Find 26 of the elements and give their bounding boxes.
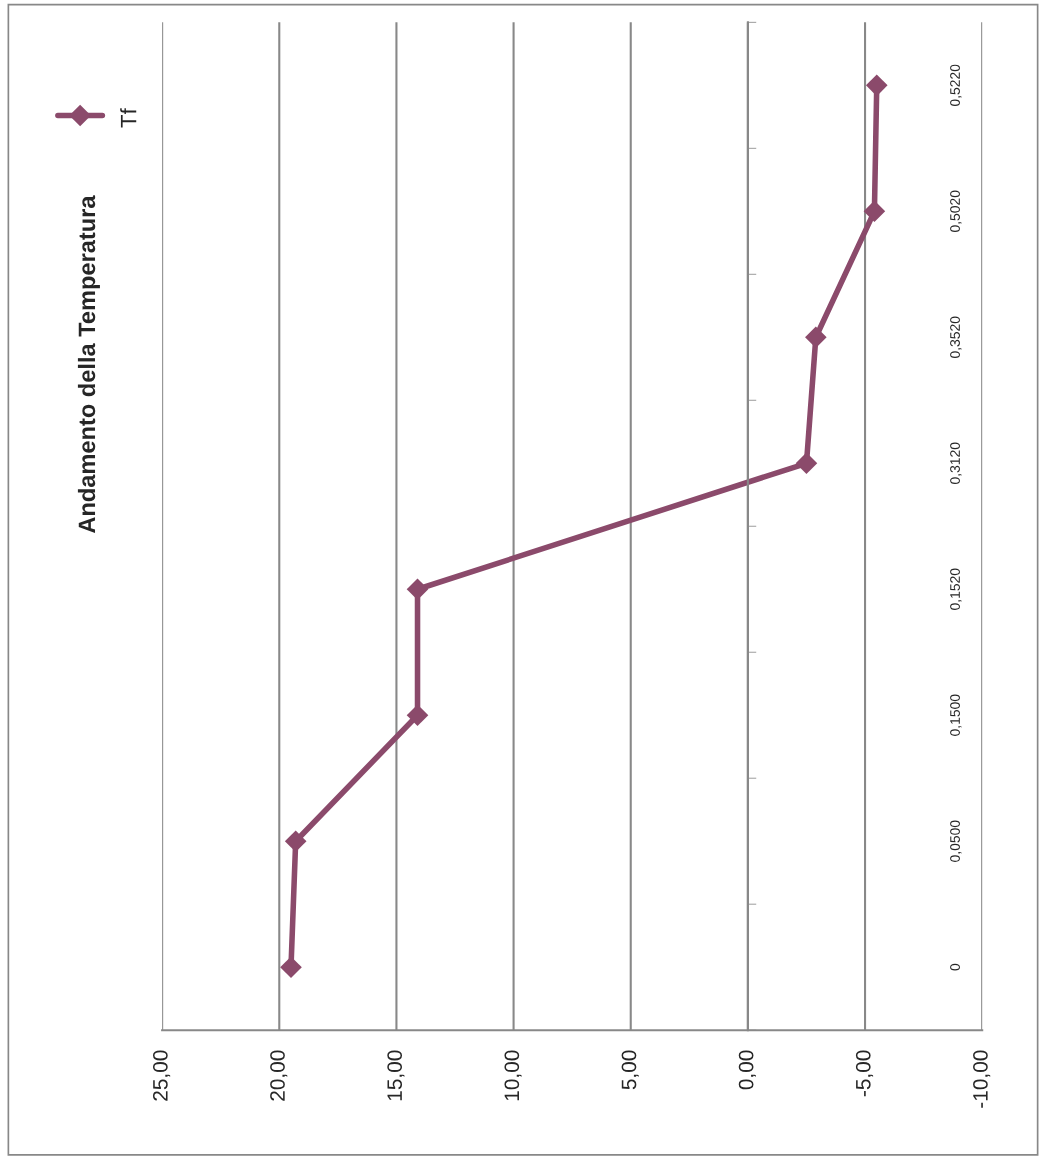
point <box>406 578 429 601</box>
x-tick-label: 20,00 <box>270 1050 288 1101</box>
x-tick-label: 25,00 <box>152 1050 171 1101</box>
y-tick-label: 0,3520 <box>950 316 962 358</box>
y-tick-label: 0,1500 <box>950 694 962 736</box>
x-tick-label: 0,00 <box>738 1050 756 1090</box>
x-tick-label: -10,00 <box>973 1050 991 1108</box>
legend-label: Tf <box>120 108 137 128</box>
y-tick-label: 0,1520 <box>950 568 962 610</box>
point <box>805 326 827 349</box>
point <box>280 956 302 978</box>
point <box>865 74 888 97</box>
y-tick-label: 0 <box>950 963 960 971</box>
y-tick-label: 0,0500 <box>950 820 962 862</box>
point <box>863 200 886 223</box>
y-tick-label: 0,5220 <box>950 64 962 107</box>
x-tick-label: -5,00 <box>855 1050 874 1097</box>
point <box>406 704 429 727</box>
text: Andamento della Temperatura <box>77 195 100 533</box>
y-tick-label: 0,3120 <box>950 442 962 484</box>
x-tick-label: 10,00 <box>504 1050 522 1101</box>
y-tick-label: 0,5020 <box>950 190 962 233</box>
x-tick-label: 15,00 <box>387 1050 405 1101</box>
point <box>284 830 307 853</box>
point <box>795 452 818 475</box>
x-tick-label: 5,00 <box>621 1050 639 1090</box>
